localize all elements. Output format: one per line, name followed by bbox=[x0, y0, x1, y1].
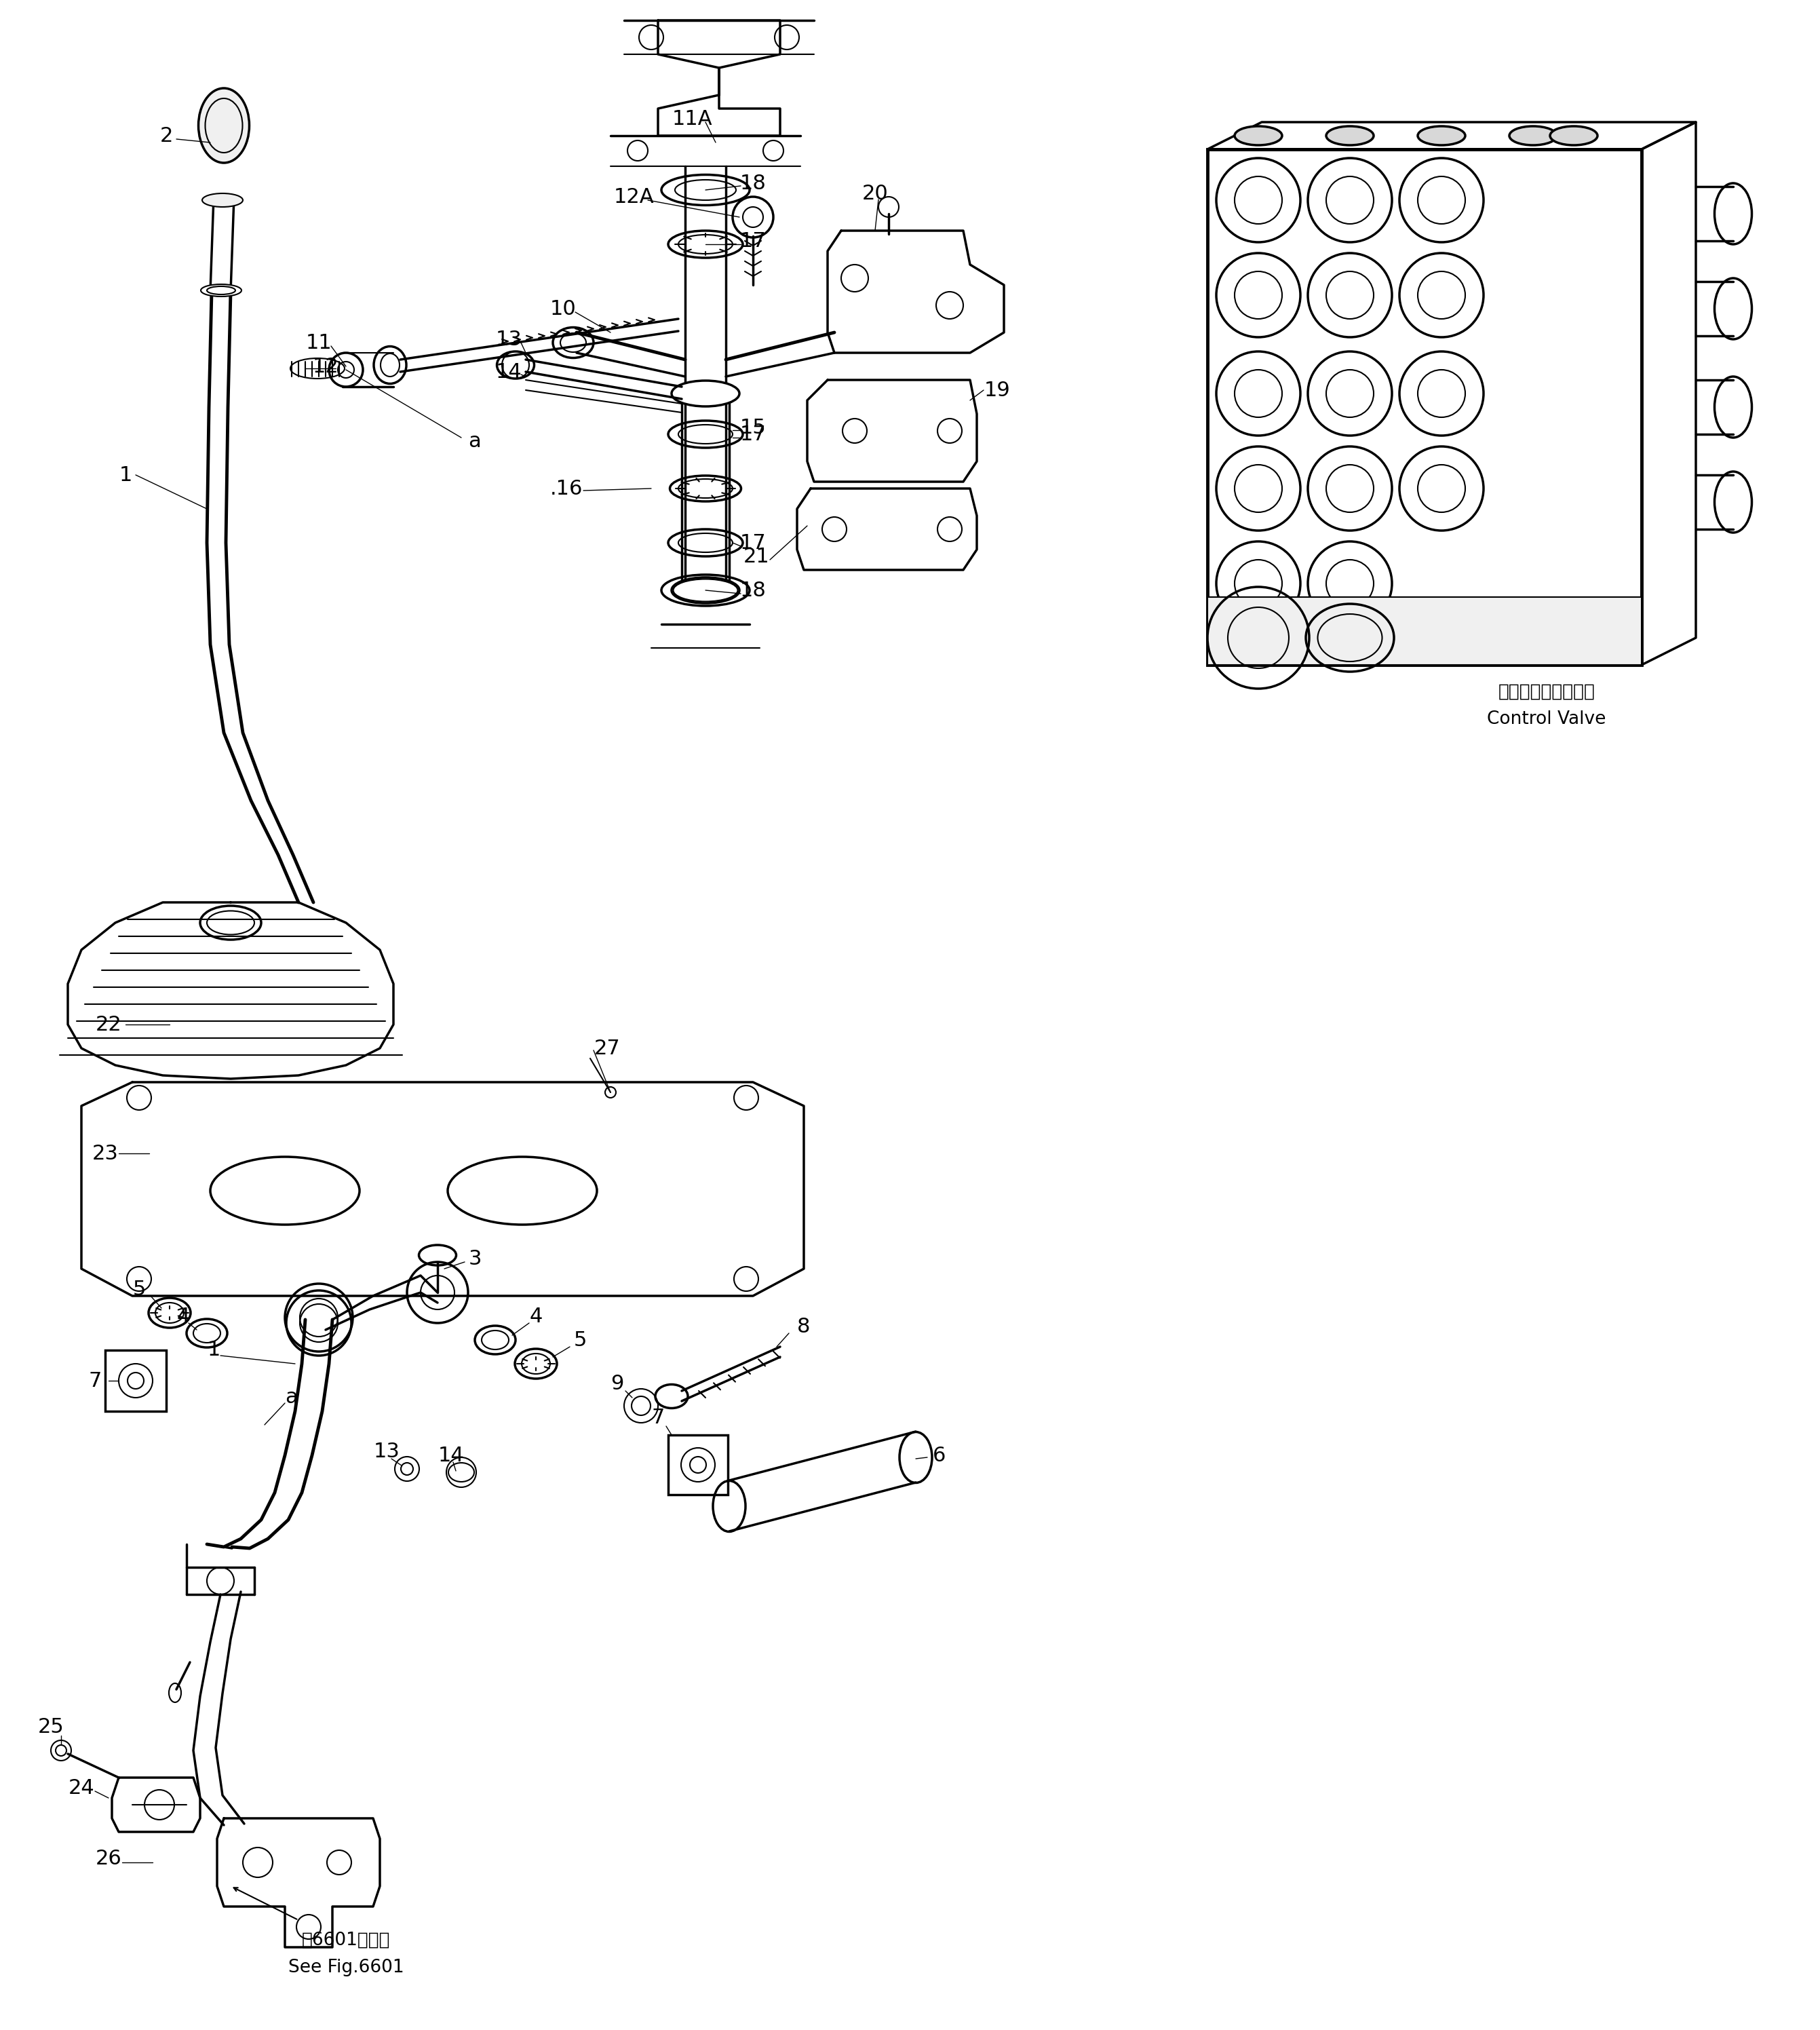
Text: 21: 21 bbox=[743, 546, 770, 566]
Text: 第6601図参照: 第6601図参照 bbox=[302, 1933, 389, 1949]
Text: 11: 11 bbox=[306, 333, 331, 353]
Text: 14: 14 bbox=[495, 361, 522, 382]
Text: 12A: 12A bbox=[613, 187, 655, 207]
Text: 11A: 11A bbox=[672, 110, 712, 128]
Text: 15: 15 bbox=[739, 418, 766, 436]
Ellipse shape bbox=[1418, 126, 1465, 146]
Text: 17: 17 bbox=[739, 534, 766, 552]
Text: 18: 18 bbox=[739, 581, 766, 601]
Text: 8: 8 bbox=[797, 1317, 810, 1336]
Text: 25: 25 bbox=[38, 1717, 64, 1736]
Ellipse shape bbox=[1327, 126, 1374, 146]
Text: 12: 12 bbox=[313, 357, 339, 376]
Text: 13: 13 bbox=[495, 329, 522, 349]
Bar bbox=[106, 1350, 166, 1411]
Bar bbox=[668, 1435, 728, 1494]
Text: 19: 19 bbox=[985, 380, 1010, 400]
Ellipse shape bbox=[672, 577, 739, 603]
Text: Control Valve: Control Valve bbox=[1487, 710, 1605, 729]
Text: 7: 7 bbox=[652, 1409, 664, 1427]
Text: 7: 7 bbox=[89, 1370, 102, 1391]
Ellipse shape bbox=[198, 87, 249, 162]
Text: 13: 13 bbox=[373, 1441, 400, 1462]
Text: 18: 18 bbox=[739, 173, 766, 193]
Text: 14: 14 bbox=[439, 1445, 464, 1466]
Text: See Fig.6601: See Fig.6601 bbox=[288, 1959, 404, 1977]
Text: 5: 5 bbox=[133, 1279, 146, 1299]
Ellipse shape bbox=[1509, 126, 1556, 146]
Ellipse shape bbox=[202, 193, 242, 207]
Ellipse shape bbox=[1551, 126, 1598, 146]
Text: 26: 26 bbox=[95, 1849, 122, 1870]
Text: 9: 9 bbox=[612, 1374, 624, 1395]
Text: 17: 17 bbox=[739, 231, 766, 250]
Text: 4: 4 bbox=[530, 1307, 542, 1326]
Text: 3: 3 bbox=[468, 1248, 482, 1269]
Text: a: a bbox=[468, 430, 480, 451]
Text: 24: 24 bbox=[69, 1778, 95, 1799]
Bar bbox=[1207, 150, 1642, 666]
Text: .16: .16 bbox=[550, 479, 582, 497]
Text: 20: 20 bbox=[863, 183, 888, 203]
Text: 23: 23 bbox=[93, 1143, 118, 1163]
Text: 27: 27 bbox=[593, 1039, 621, 1058]
Bar bbox=[1207, 597, 1642, 666]
Text: 4: 4 bbox=[177, 1307, 189, 1326]
Text: 10: 10 bbox=[550, 298, 577, 319]
Text: 17: 17 bbox=[739, 424, 766, 445]
Text: 1: 1 bbox=[207, 1340, 220, 1360]
Text: a: a bbox=[286, 1389, 298, 1407]
Ellipse shape bbox=[200, 284, 242, 296]
Text: 2: 2 bbox=[160, 126, 173, 146]
Ellipse shape bbox=[672, 382, 739, 406]
Text: 6: 6 bbox=[934, 1445, 946, 1466]
Text: 5: 5 bbox=[573, 1330, 586, 1350]
Text: 1: 1 bbox=[118, 465, 133, 485]
Text: 22: 22 bbox=[95, 1015, 122, 1035]
Text: コントロールバルブ: コントロールバルブ bbox=[1498, 684, 1594, 700]
Ellipse shape bbox=[1234, 126, 1281, 146]
